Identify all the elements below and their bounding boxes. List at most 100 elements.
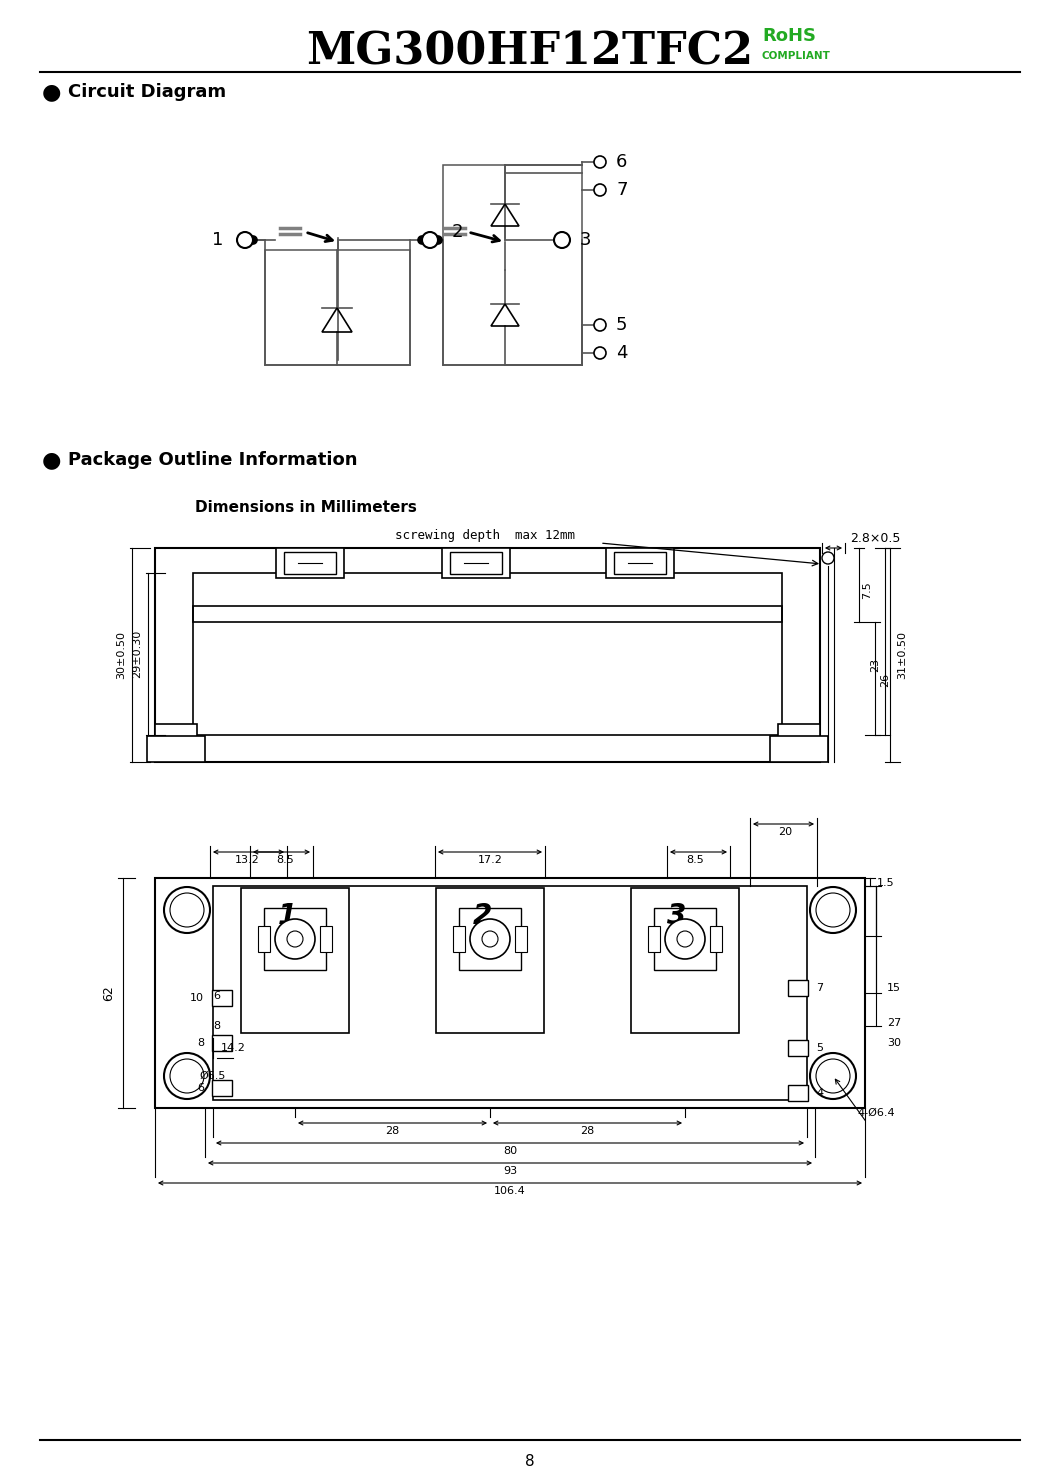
Text: MG300HF12TFC2: MG300HF12TFC2 <box>306 31 754 74</box>
Bar <box>436 887 544 1033</box>
Circle shape <box>594 319 606 331</box>
Bar <box>276 548 344 577</box>
Text: 31±0.50: 31±0.50 <box>897 631 907 680</box>
Text: 3: 3 <box>580 232 591 249</box>
Text: 2: 2 <box>473 902 492 930</box>
Bar <box>241 887 349 1033</box>
Text: 5: 5 <box>816 1043 823 1054</box>
Bar <box>193 605 782 622</box>
Bar <box>213 886 807 1100</box>
Bar <box>788 1040 808 1057</box>
Text: 93: 93 <box>502 1166 517 1175</box>
Text: ●: ● <box>42 82 61 102</box>
Text: 4: 4 <box>616 344 628 362</box>
Bar <box>442 548 510 577</box>
Circle shape <box>170 893 204 928</box>
Text: 20: 20 <box>778 827 792 837</box>
Circle shape <box>554 232 570 248</box>
Circle shape <box>810 1054 856 1100</box>
Bar <box>770 736 828 761</box>
Circle shape <box>665 919 705 959</box>
Text: 7: 7 <box>816 982 824 993</box>
Bar <box>710 926 722 953</box>
Bar <box>788 1085 808 1101</box>
Circle shape <box>482 930 498 947</box>
Bar <box>193 573 782 735</box>
Circle shape <box>594 347 606 359</box>
Text: RoHS: RoHS <box>762 27 816 45</box>
Bar <box>515 926 527 953</box>
Text: 27: 27 <box>887 1018 901 1028</box>
Text: 17.2: 17.2 <box>478 855 502 865</box>
Text: ●: ● <box>42 450 61 470</box>
Text: 1.5: 1.5 <box>877 879 895 887</box>
Bar <box>155 548 820 761</box>
Text: 62: 62 <box>102 985 114 1000</box>
Text: 6: 6 <box>213 991 220 1002</box>
Bar <box>212 1034 232 1051</box>
Text: 7.5: 7.5 <box>862 582 872 600</box>
Bar <box>654 908 716 971</box>
Bar <box>265 249 410 365</box>
Text: 30±0.50: 30±0.50 <box>116 631 126 680</box>
Circle shape <box>249 236 257 243</box>
Bar <box>264 908 326 971</box>
Bar <box>788 979 808 996</box>
Text: Ø6.5: Ø6.5 <box>200 1071 226 1080</box>
Text: 1: 1 <box>212 232 223 249</box>
Circle shape <box>287 930 303 947</box>
Circle shape <box>816 893 850 928</box>
Bar <box>631 887 739 1033</box>
Circle shape <box>822 552 834 564</box>
Text: screwing depth  max 12mm: screwing depth max 12mm <box>395 530 575 543</box>
Text: Dimensions in Millimeters: Dimensions in Millimeters <box>195 500 417 515</box>
Bar <box>648 926 660 953</box>
Bar <box>778 724 820 761</box>
Circle shape <box>164 887 210 933</box>
Bar <box>320 926 332 953</box>
Text: 13.2: 13.2 <box>234 855 260 865</box>
Text: 5: 5 <box>616 316 628 334</box>
Bar <box>155 724 197 761</box>
Text: 28: 28 <box>385 1126 400 1135</box>
Text: Circuit Diagram: Circuit Diagram <box>68 83 226 101</box>
Circle shape <box>237 232 253 248</box>
Text: 23: 23 <box>870 657 880 672</box>
Circle shape <box>677 930 693 947</box>
Bar <box>606 548 674 577</box>
Text: 2.8×0.5: 2.8×0.5 <box>850 531 900 545</box>
Text: 29±0.30: 29±0.30 <box>132 629 142 678</box>
Text: 6: 6 <box>197 1083 204 1094</box>
Text: 7: 7 <box>616 181 628 199</box>
Text: 8.5: 8.5 <box>686 855 704 865</box>
Circle shape <box>275 919 315 959</box>
Bar <box>147 736 205 761</box>
Text: 8.5: 8.5 <box>276 855 294 865</box>
Circle shape <box>594 184 606 196</box>
Text: Package Outline Information: Package Outline Information <box>68 451 357 469</box>
Circle shape <box>594 156 606 168</box>
Bar <box>443 165 582 365</box>
Text: 8: 8 <box>213 1021 220 1031</box>
Circle shape <box>816 1060 850 1094</box>
Text: 26: 26 <box>880 672 890 687</box>
Bar <box>450 552 502 574</box>
Circle shape <box>422 232 438 248</box>
Circle shape <box>418 236 426 243</box>
Bar <box>453 926 465 953</box>
Circle shape <box>470 919 510 959</box>
Circle shape <box>434 236 442 243</box>
Bar <box>258 926 270 953</box>
Text: 1: 1 <box>278 902 297 930</box>
Text: 28: 28 <box>580 1126 594 1135</box>
Bar <box>284 552 336 574</box>
Bar <box>614 552 666 574</box>
Text: 80: 80 <box>502 1146 517 1156</box>
Bar <box>212 990 232 1006</box>
Text: 15: 15 <box>887 982 901 993</box>
Bar <box>212 1080 232 1097</box>
Text: 3: 3 <box>668 902 687 930</box>
Text: 4-Ø6.4: 4-Ø6.4 <box>856 1109 895 1117</box>
Text: 4: 4 <box>816 1088 824 1098</box>
Text: 30: 30 <box>887 1037 901 1048</box>
